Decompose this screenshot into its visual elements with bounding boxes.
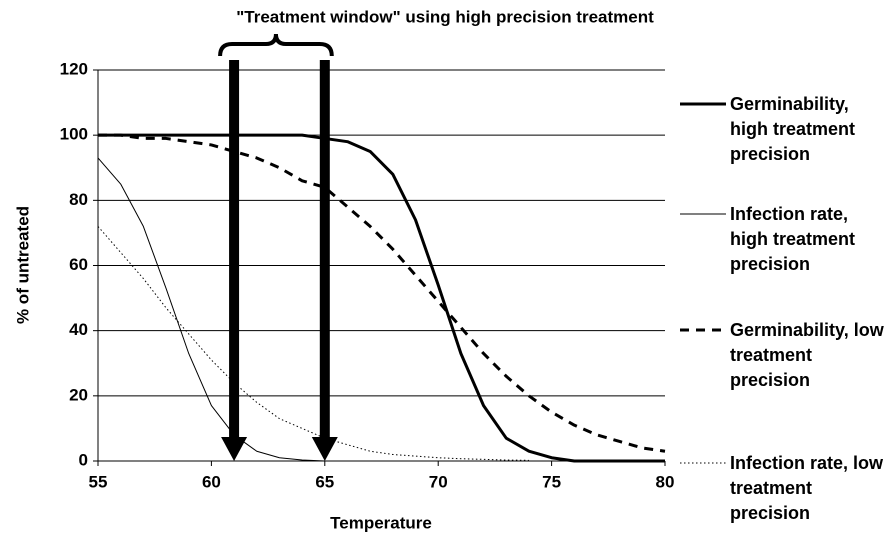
y-axis-label: % of untreated [13,206,32,324]
x-tick-label: 55 [89,472,108,491]
y-tick-label: 120 [60,59,88,78]
x-axis-label: Temperature [330,513,432,532]
y-tick-label: 40 [69,320,88,339]
legend-entry: Germinability, low treatment precision [730,320,884,390]
window-brace [218,33,334,57]
x-tick-label: 60 [202,472,221,491]
y-tick-label: 100 [60,125,88,144]
legend-entry: Infection rate, low treatment precision [730,453,884,523]
x-tick-label: 65 [315,472,334,491]
series-line [97,226,529,461]
window-arrow [221,60,248,461]
series-line [97,157,665,462]
x-tick-label: 70 [429,472,448,491]
chart-title: "Treatment window" using high precision … [236,7,654,26]
series-line [98,133,665,463]
series-line [98,133,666,453]
y-tick-label: 20 [69,385,88,404]
x-tick-label: 75 [542,472,561,491]
legend-entry: Infection rate, high treatment precision [730,204,856,274]
window-arrow [311,60,338,461]
legend-entry: Germinability, high treatment precision [730,94,856,164]
x-tick-label: 80 [656,472,675,491]
y-tick-label: 80 [69,190,88,209]
y-tick-label: 60 [69,255,88,274]
y-tick-label: 0 [79,450,88,469]
